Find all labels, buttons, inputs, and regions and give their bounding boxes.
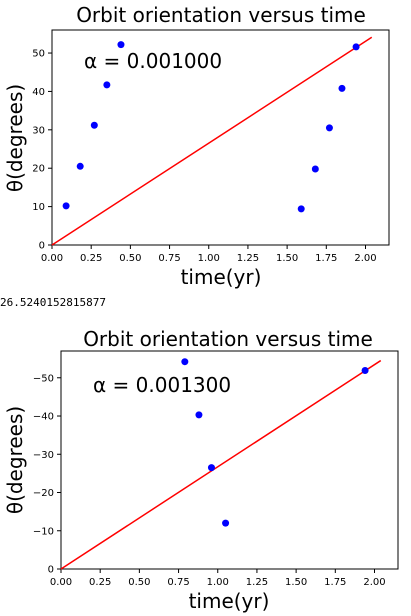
x-tick-label: 2.00	[363, 577, 385, 588]
data-point	[90, 121, 98, 129]
y-tick-label: 10	[32, 202, 45, 213]
y-ticks: 0 −10 −20 −30 −40 −50	[33, 373, 61, 576]
y-tick-label: −30	[33, 450, 54, 461]
x-tick-label: 1.00	[207, 577, 229, 588]
x-tick-label: 0.00	[50, 577, 72, 588]
data-point	[103, 81, 111, 89]
x-tick-label: 1.75	[315, 253, 337, 264]
y-tick-label: 40	[32, 87, 45, 98]
data-point	[195, 411, 203, 419]
x-tick-label: 0.75	[158, 253, 180, 264]
data-point	[325, 124, 333, 132]
plot-frame	[51, 29, 390, 246]
x-tick-label: 0.75	[167, 577, 189, 588]
data-point	[62, 202, 70, 210]
x-tick-label: 1.00	[198, 253, 220, 264]
y-tick-label: −10	[33, 526, 54, 537]
x-tick-label: 1.50	[276, 253, 298, 264]
data-point	[76, 162, 84, 170]
y-tick-label: 30	[32, 125, 45, 136]
series-layer	[60, 358, 382, 570]
x-ticks: 0.00 0.25 0.50 0.75 1.00 1.25 1.50 1.75 2.00	[41, 245, 377, 264]
data-point	[297, 205, 305, 213]
data-point	[222, 519, 230, 527]
x-tick-label: 2.00	[354, 253, 376, 264]
data-point	[181, 358, 189, 366]
data-point	[361, 367, 369, 375]
x-axis-label: time(yr)	[189, 589, 270, 613]
y-tick-label: 50	[32, 49, 45, 60]
console-output: 26.5240152815877	[0, 296, 106, 309]
chart-1: Orbit orientation versus time 0 10 20 30 40 5…	[3, 3, 390, 289]
x-tick-label: 0.25	[89, 577, 111, 588]
x-tick-label: 0.50	[119, 253, 141, 264]
alpha-annotation: α = 0.001300	[93, 373, 231, 397]
plot-frame	[60, 350, 399, 570]
y-ticks: 0 10 20 30 40 50	[32, 49, 52, 252]
x-tick-label: 0.50	[128, 577, 150, 588]
x-ticks: 0.00 0.25 0.50 0.75 1.00 1.25 1.50 1.75 2.00	[50, 569, 386, 588]
x-tick-label: 0.25	[80, 253, 102, 264]
x-axis-label: time(yr)	[181, 265, 262, 289]
y-tick-label: 0	[39, 241, 45, 252]
chart-2: Orbit orientation versus time 0 −10 −20 −30…	[3, 327, 399, 613]
chart-title: Orbit orientation versus time	[83, 327, 373, 351]
alpha-annotation: α = 0.001000	[84, 49, 222, 73]
data-point	[338, 84, 346, 92]
y-tick-label: −40	[33, 412, 54, 423]
fit-line	[51, 36, 373, 246]
data-point	[311, 165, 319, 173]
fit-line	[60, 359, 382, 570]
x-tick-label: 1.25	[237, 253, 259, 264]
data-point	[117, 41, 125, 49]
chart-title: Orbit orientation versus time	[76, 3, 366, 27]
x-tick-label: 0.00	[41, 253, 63, 264]
series-layer	[51, 36, 373, 246]
y-tick-label: −50	[33, 373, 54, 384]
y-axis-label: θ(degrees)	[3, 406, 27, 514]
x-tick-label: 1.25	[246, 577, 268, 588]
data-point	[207, 464, 215, 472]
y-tick-label: 0	[48, 565, 54, 576]
x-tick-label: 1.50	[285, 577, 307, 588]
x-tick-label: 1.75	[324, 577, 346, 588]
y-axis-label: θ(degrees)	[3, 84, 27, 192]
y-tick-label: 20	[32, 164, 45, 175]
y-tick-label: −20	[33, 488, 54, 499]
data-point	[352, 43, 360, 51]
